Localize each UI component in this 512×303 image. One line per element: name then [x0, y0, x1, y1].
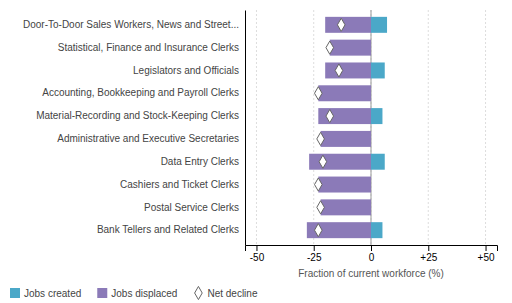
bar	[318, 177, 371, 193]
x-tick: -50	[250, 245, 265, 263]
legend-item: Jobs displaced	[97, 288, 177, 299]
legend-item: Jobs created	[10, 288, 81, 299]
grid-line	[428, 10, 429, 245]
bar	[330, 40, 371, 56]
x-tick: -25	[307, 245, 322, 263]
y-axis: Door-To-Door Sales Workers, News and Str…	[23, 11, 246, 246]
x-tick-mark	[371, 245, 372, 251]
y-tick-label: Door-To-Door Sales Workers, News and Str…	[23, 19, 239, 30]
marks	[307, 10, 387, 245]
marker	[315, 87, 323, 100]
grid-line	[313, 10, 314, 245]
x-tick-label: +50	[478, 252, 495, 263]
legend-swatch	[10, 288, 20, 298]
y-tick-label: Administrative and Executive Secretaries	[57, 133, 239, 144]
bar	[309, 154, 371, 170]
chart: -50 -25 0 +25 +50 Door-To-Door Sales Workers,…	[0, 0, 512, 303]
legend-label: Jobs created	[24, 288, 81, 299]
x-tick-label: -50	[250, 252, 265, 263]
x-axis: -50 -25 0 +25 +50	[246, 245, 498, 263]
bar	[307, 222, 371, 238]
grid	[256, 10, 485, 245]
legend-item: Net decline	[195, 286, 258, 299]
y-tick: Door-To-Door Sales Workers, News and Str…	[23, 19, 245, 30]
y-tick: Cashiers and Ticket Clerks	[120, 179, 245, 190]
x-tick: +25	[420, 245, 437, 263]
x-tick-mark	[486, 245, 487, 251]
marker	[317, 132, 325, 145]
legend: Jobs created Jobs displaced Net decline	[10, 286, 258, 299]
bar	[371, 108, 382, 124]
bar	[371, 17, 387, 33]
marker	[326, 110, 334, 123]
y-tick-label: Data Entry Clerks	[161, 156, 239, 167]
x-tick: +50	[478, 245, 495, 263]
x-tick-mark	[314, 245, 315, 251]
y-tick: Postal Service Clerks	[144, 202, 245, 213]
bar	[371, 62, 385, 78]
legend-label: Jobs displaced	[111, 288, 177, 299]
marker	[335, 64, 343, 77]
marker	[317, 201, 325, 214]
legend-swatch	[195, 286, 203, 299]
y-tick: Material-Recording and Stock-Keeping Cle…	[36, 110, 245, 121]
x-tick-label: -25	[307, 252, 322, 263]
legend-label: Net decline	[207, 288, 257, 299]
grid-line	[256, 10, 257, 245]
y-tick: Administrative and Executive Secretaries	[57, 133, 245, 144]
x-tick-label: +25	[420, 252, 437, 263]
y-tick-label: Statistical, Finance and Insurance Clerk…	[58, 42, 239, 53]
bar	[325, 17, 371, 33]
bar	[325, 62, 371, 78]
y-tick: Statistical, Finance and Insurance Clerk…	[58, 42, 245, 53]
x-axis-title: Fraction of current workforce (%)	[298, 268, 444, 279]
bar	[318, 85, 371, 101]
series	[307, 17, 371, 238]
plot: -50 -25 0 +25 +50 Door-To-Door Sales Workers,…	[23, 10, 498, 263]
marker	[337, 18, 345, 31]
y-tick: Data Entry Clerks	[161, 156, 245, 167]
x-tick-mark	[256, 245, 257, 251]
x-tick: 0	[369, 245, 375, 263]
grid-line	[485, 10, 486, 245]
marker	[315, 224, 323, 237]
y-tick-label: Postal Service Clerks	[144, 202, 239, 213]
y-tick: Bank Tellers and Related Clerks	[97, 224, 245, 235]
y-axis-line	[245, 11, 246, 246]
bar	[321, 131, 371, 147]
x-axis-line	[246, 246, 498, 252]
y-tick: Legislators and Officials	[133, 65, 245, 76]
bar	[321, 199, 371, 215]
x-tick-label: 0	[369, 252, 375, 263]
legend-swatch	[97, 288, 107, 298]
series	[315, 18, 346, 236]
y-tick-label: Legislators and Officials	[133, 65, 239, 76]
y-tick-label: Material-Recording and Stock-Keeping Cle…	[36, 110, 239, 121]
marker	[319, 155, 327, 168]
x-tick-mark	[428, 245, 429, 251]
marker	[326, 41, 334, 54]
y-tick: Accounting, Bookkeeping and Payroll Cler…	[42, 87, 245, 98]
y-tick-label: Bank Tellers and Related Clerks	[97, 224, 239, 235]
series	[371, 17, 387, 238]
y-tick-label: Cashiers and Ticket Clerks	[120, 179, 239, 190]
bar	[371, 222, 382, 238]
bar	[371, 154, 385, 170]
marker	[315, 178, 323, 191]
bar	[318, 108, 371, 124]
y-tick-label: Accounting, Bookkeeping and Payroll Cler…	[42, 87, 239, 98]
